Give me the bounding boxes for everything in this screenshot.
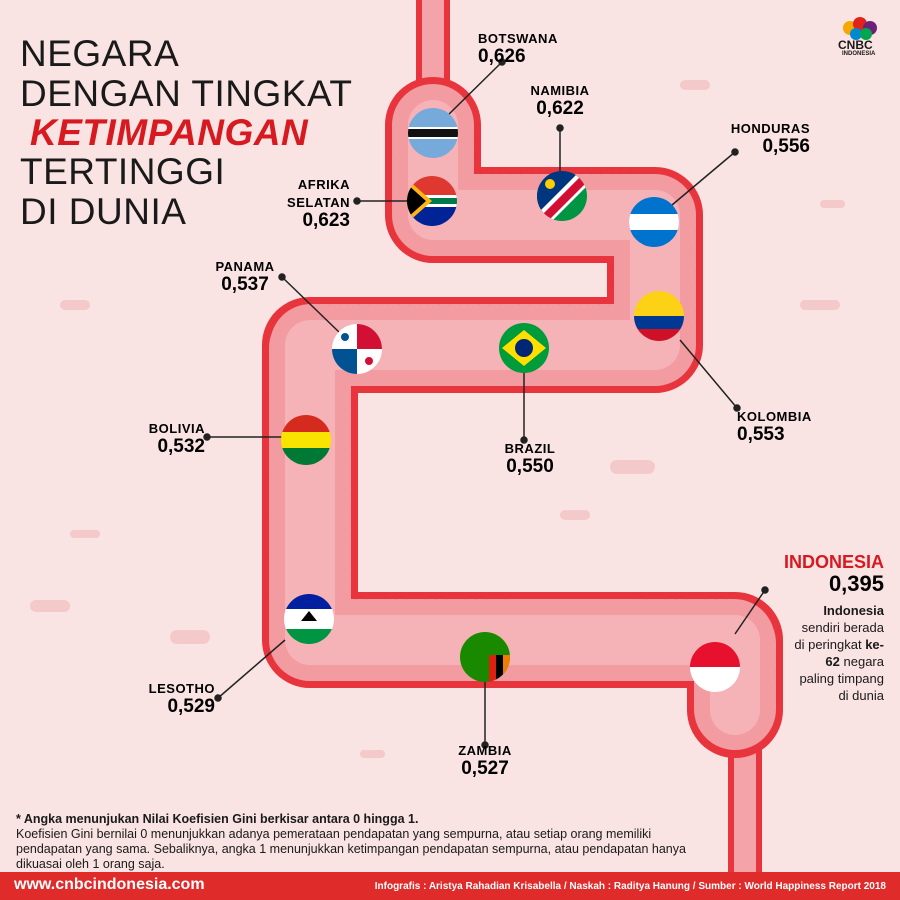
flag-zambia: [460, 632, 510, 682]
country-name: AFRIKA SELATAN: [287, 177, 350, 210]
flag-kolombia: [634, 291, 684, 341]
country-label: BRAZIL 0,550: [470, 440, 590, 476]
country-name: BOLIVIA: [148, 421, 205, 436]
website: www.cnbcindonesia.com: [14, 876, 205, 893]
country-label: LESOTHO 0,529: [120, 680, 215, 716]
flag-lesotho: [284, 594, 334, 644]
country-name: KOLOMBIA: [737, 409, 812, 424]
flag-namibia: [537, 171, 587, 221]
flag-afrika-selatan: [407, 176, 457, 226]
country-name: INDONESIA: [783, 552, 884, 572]
country-name: HONDURAS: [730, 121, 810, 136]
title-line: TERTINGGI: [20, 151, 226, 192]
country-name: BOTSWANA: [478, 31, 558, 46]
indonesia-label: INDONESIA 0,395: [684, 553, 884, 597]
country-label: NAMIBIA 0,622: [500, 82, 620, 118]
leader-lines: [203, 58, 769, 749]
footer-bar: [0, 872, 900, 900]
note-text: negara paling timpang di dunia: [799, 654, 884, 703]
country-label: AFRIKA SELATAN 0,623: [270, 176, 350, 230]
country-value: 0,529: [167, 696, 215, 717]
flag-panama: [332, 324, 382, 374]
flag-bolivia: [281, 415, 331, 465]
country-label: BOTSWANA 0,626: [478, 30, 598, 66]
country-value: 0,622: [536, 98, 584, 119]
country-value: 0,550: [506, 456, 554, 477]
title-line: DENGAN TINGKAT: [20, 73, 353, 114]
note-text: sendiri berada di peringkat: [794, 620, 884, 652]
country-value: 0,527: [461, 758, 509, 779]
footnote-line: Koefisien Gini bernilai 0 menunjukkan ad…: [16, 827, 686, 871]
flag-botswana: [408, 108, 458, 158]
credits: Infografis : Aristya Rahadian Krisabella…: [374, 881, 886, 892]
country-value: 0,626: [478, 46, 526, 67]
country-label: PANAMA 0,537: [200, 258, 290, 294]
country-label: HONDURAS 0,556: [690, 120, 810, 156]
note-text: ke-62: [825, 637, 884, 669]
logo-icon: [843, 17, 877, 40]
title-line: DI DUNIA: [20, 191, 187, 232]
indonesia-note: Indonesia sendiri berada di peringkat ke…: [792, 602, 884, 704]
country-label: KOLOMBIA 0,553: [737, 408, 857, 444]
note-text: Indonesia: [823, 603, 884, 618]
country-name: ZAMBIA: [458, 743, 512, 758]
flag-brazil: [499, 323, 549, 373]
footnote-line: * Angka menunjukan Nilai Koefisien Gini …: [16, 812, 419, 826]
country-name: NAMIBIA: [530, 83, 590, 98]
footnote: * Angka menunjukan Nilai Koefisien Gini …: [16, 812, 706, 872]
country-label: ZAMBIA 0,527: [425, 742, 545, 778]
country-value: 0,556: [762, 136, 810, 157]
country-value: 0,537: [221, 274, 269, 295]
flag-honduras: [629, 197, 679, 247]
country-name: LESOTHO: [148, 681, 215, 696]
country-name: PANAMA: [215, 259, 275, 274]
logo-sub: INDONESIA: [842, 51, 876, 57]
country-value: 0,623: [302, 210, 350, 231]
country-value: 0,395: [828, 571, 884, 596]
country-name: BRAZIL: [504, 441, 556, 456]
title-highlight: KETIMPANGAN: [30, 112, 309, 153]
logo: CNBC: [838, 38, 873, 52]
flag-indonesia: [690, 642, 740, 692]
country-value: 0,532: [157, 436, 205, 457]
flags: [281, 108, 740, 692]
country-label: BOLIVIA 0,532: [120, 420, 205, 456]
decor: [30, 80, 845, 758]
country-value: 0,553: [737, 424, 785, 445]
title-line: NEGARA: [20, 33, 180, 74]
